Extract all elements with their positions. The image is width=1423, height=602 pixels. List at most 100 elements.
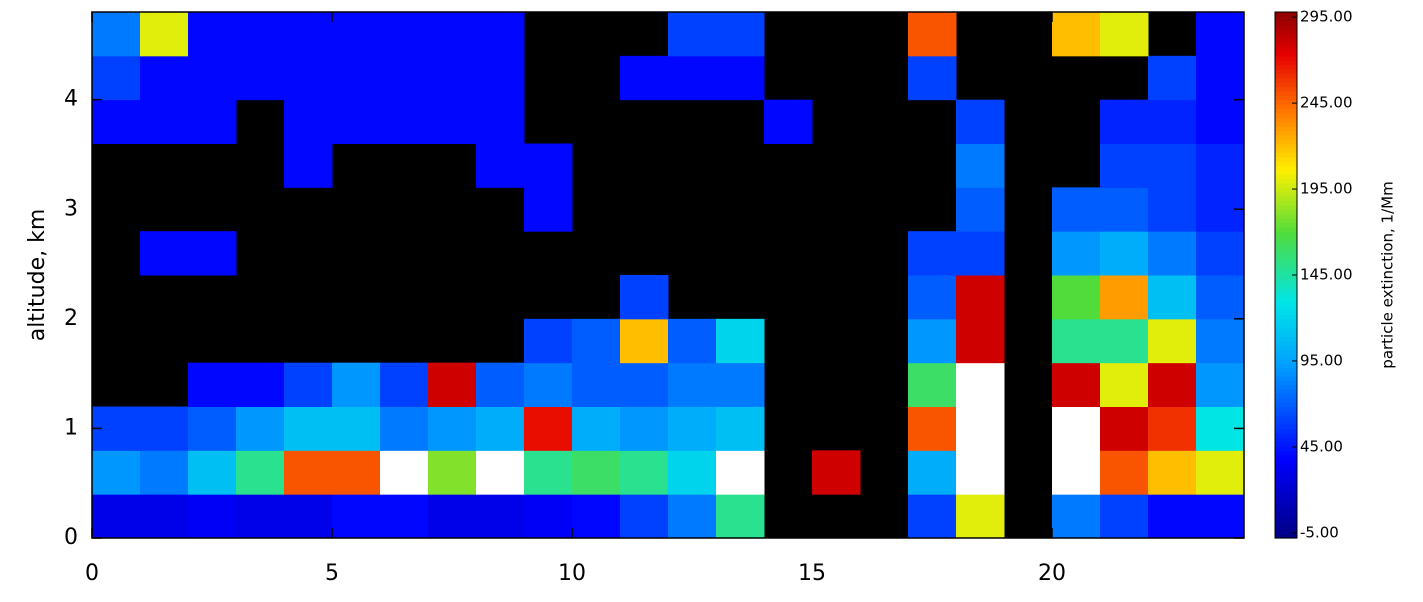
heat-cell [1148,362,1197,407]
heat-cell [1100,143,1149,188]
colorbar-segment [1275,323,1297,329]
colorbar-segment [1275,288,1297,294]
heat-cell [1196,450,1245,495]
colorbar-segment [1275,235,1297,241]
colorbar-segment [1275,139,1297,145]
heat-cell [1196,275,1245,320]
heat-cell [1148,99,1197,144]
heat-cell [1100,99,1149,144]
heat-cell [428,12,477,57]
heat-cell [236,55,285,101]
colorbar-segment [1275,371,1297,377]
heat-cell [620,318,669,364]
heat-cell [140,55,189,101]
heat-cell [476,406,525,451]
heat-cell [1100,318,1149,364]
heat-cell [476,12,525,57]
colorbar-segment [1275,375,1297,381]
colorbar-segment [1275,353,1297,359]
heat-cell [956,231,1005,276]
colorbar-segment [1275,77,1297,83]
heat-cell [332,12,381,57]
heat-cell [476,55,525,101]
colorbar-segment [1275,213,1297,219]
x-tick-label: 0 [85,561,99,586]
colorbar-segment [1275,270,1297,276]
heat-cell [476,143,525,188]
colorbar-label: particle extinction, 1/Mm [1379,181,1397,368]
colorbar-segment [1275,432,1297,438]
colorbar-segment [1275,406,1297,412]
heat-cell [92,450,141,495]
colorbar-segment [1275,152,1297,158]
colorbar-segment [1275,520,1297,526]
heat-cell [380,55,429,101]
heat-cell [956,494,1005,539]
heat-cell [428,450,477,495]
heat-cell [668,406,717,451]
colorbar-segment [1275,336,1297,342]
heat-cell [1196,143,1245,188]
heat-cell [284,450,333,495]
heat-cell [572,494,621,539]
colorbar-segment [1275,459,1297,465]
heat-cell [380,450,429,495]
heat-cell [524,450,573,495]
colorbar-segment [1275,283,1297,289]
heat-cell [1196,55,1245,101]
heat-cell [668,318,717,364]
heat-cell [956,143,1005,188]
heat-cell [380,494,429,539]
heat-cell [1148,318,1197,364]
colorbar-segment [1275,222,1297,228]
heat-cell [956,450,1005,495]
colorbar-segment [1275,204,1297,210]
colorbar-segment [1275,380,1297,386]
colorbar-segment [1275,397,1297,403]
colorbar-segment [1275,33,1297,39]
colorbar-segment [1275,266,1297,272]
colorbar-segment [1275,305,1297,311]
heat-cell [908,231,957,276]
colorbar-segment [1275,485,1297,491]
colorbar-segment [1275,121,1297,127]
colorbar-segment [1275,476,1297,482]
colorbar-segment [1275,174,1297,180]
heat-cell [524,143,573,188]
heat-cell [524,494,573,539]
colorbar-segment [1275,239,1297,245]
heat-cell [428,99,477,144]
heat-cell [1052,275,1101,320]
colorbar-segment [1275,191,1297,197]
heat-cell [1148,55,1197,101]
colorbar-segment [1275,169,1297,175]
heat-cell [1100,406,1149,451]
heat-cell [1196,362,1245,407]
heat-cell [92,494,141,539]
heat-cell [284,99,333,144]
heat-cell [92,55,141,101]
colorbar-tick-label: -5.00 [1300,523,1339,541]
colorbar-segment [1275,402,1297,408]
heat-cell [1100,362,1149,407]
heat-cell [92,12,141,57]
heat-cell [764,99,813,144]
heat-cell [1052,362,1101,407]
y-tick-label: 0 [64,525,78,550]
colorbar-segment [1275,117,1297,123]
colorbar-segment [1275,292,1297,298]
heat-cell [908,55,957,101]
colorbar-segment [1275,147,1297,153]
heat-cell [1100,187,1149,232]
x-tick-label: 20 [1038,561,1066,586]
colorbar-segment [1275,529,1297,535]
colorbar-segment [1275,90,1297,96]
heat-cell [476,99,525,144]
heat-cell [140,231,189,276]
colorbar-tick-label: 95.00 [1300,351,1343,369]
heat-cell [1052,494,1101,539]
heat-cell [620,494,669,539]
colorbar-segment [1275,104,1297,110]
colorbar-segment [1275,161,1297,167]
colorbar-segment [1275,95,1297,101]
